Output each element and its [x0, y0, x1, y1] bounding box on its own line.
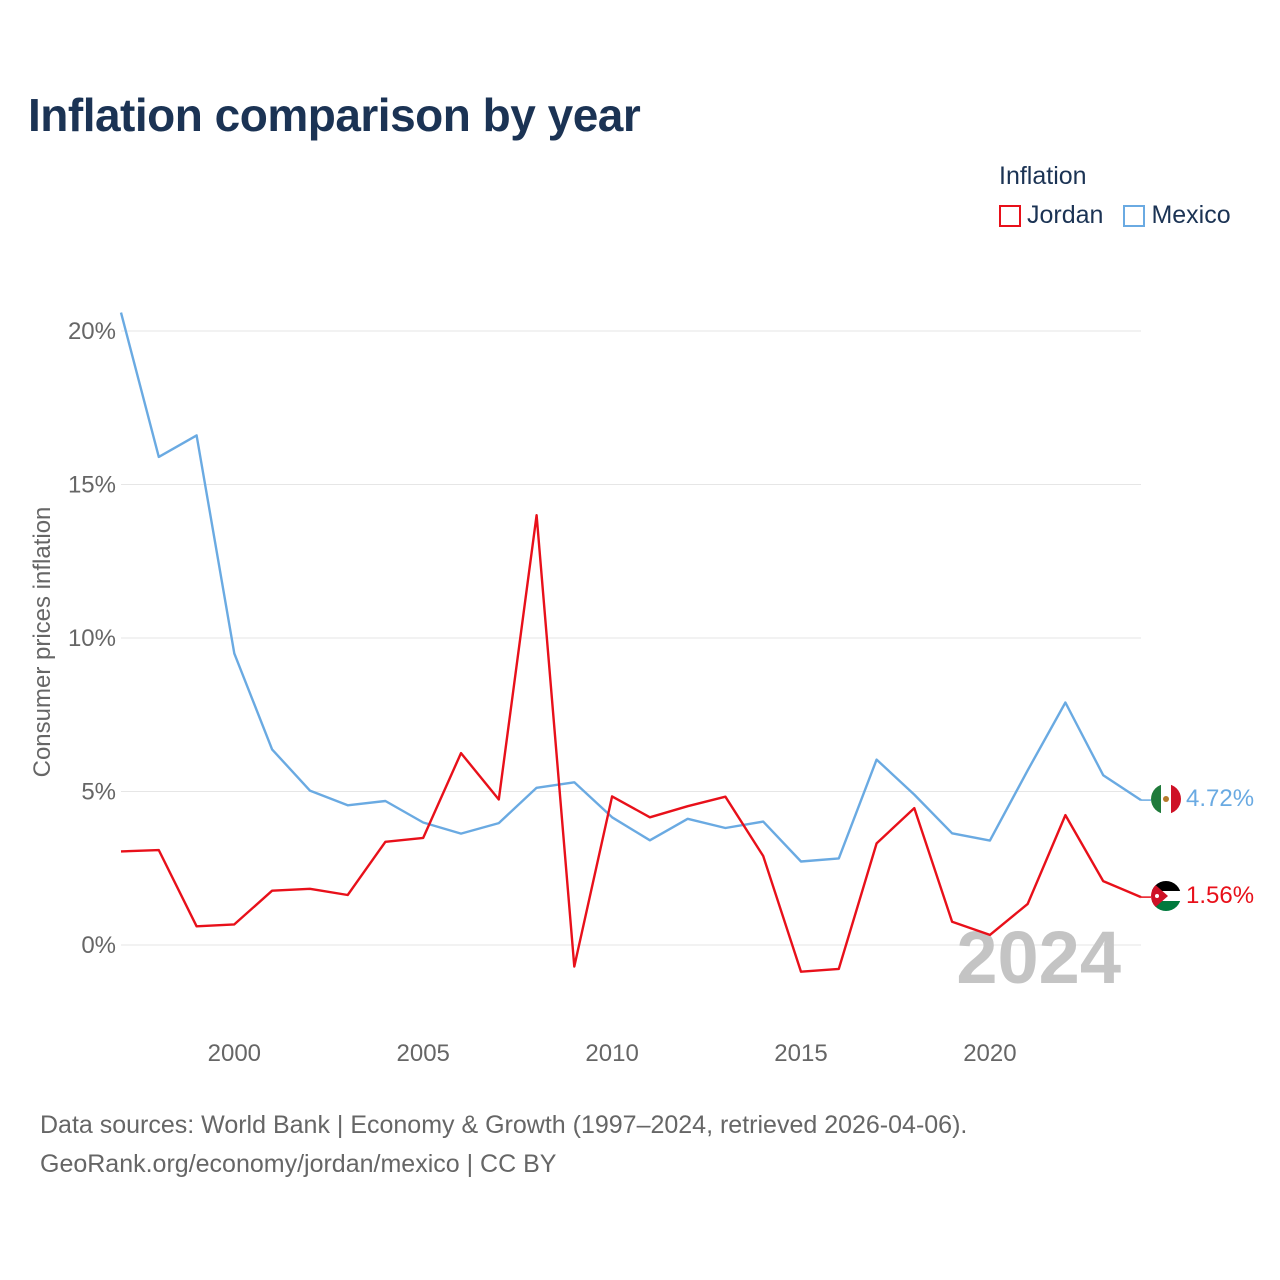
end-value-mexico: 4.72% [1186, 785, 1254, 812]
x-tick-label: 2000 [208, 1040, 261, 1067]
y-axis-ticks: 0% 5% 10% 15% 20% [68, 318, 116, 959]
footer-line-sources: Data sources: World Bank | Economy & Gro… [40, 1111, 968, 1139]
year-watermark: 2024 [956, 916, 1121, 999]
x-tick-label: 2015 [774, 1040, 827, 1067]
end-value-jordan: 1.56% [1186, 882, 1254, 909]
mexico-flag-icon [1151, 784, 1181, 814]
legend-item-jordan[interactable]: Jordan [999, 201, 1103, 230]
series-line-jordan[interactable] [120, 514, 1142, 973]
x-tick-label: 2010 [585, 1040, 638, 1067]
y-tick-label: 15% [68, 472, 116, 499]
y-tick-label: 0% [81, 932, 116, 959]
footer-sources: Data sources: World Bank | Economy & Gro… [40, 1106, 967, 1184]
legend-label-mexico: Mexico [1151, 201, 1231, 229]
y-tick-label: 10% [68, 625, 116, 652]
x-tick-label: 2005 [397, 1040, 450, 1067]
legend-swatch-mexico [1123, 204, 1146, 227]
y-axis-label: Consumer prices inflation [29, 507, 56, 778]
y-tick-label: 20% [68, 318, 116, 345]
legend-title: Inflation [999, 162, 1087, 190]
page-title: Inflation comparison by year [28, 89, 641, 141]
series-line-mexico[interactable] [119, 312, 1142, 863]
legend-item-mexico[interactable]: Mexico [1123, 201, 1231, 230]
legend-swatch-jordan [999, 204, 1021, 227]
legend-label-jordan: Jordan [1027, 201, 1104, 229]
legend-items: Jordan Mexico [999, 201, 1231, 230]
grid-lines [121, 330, 1141, 946]
x-tick-label: 2020 [963, 1040, 1016, 1067]
footer-line-credit[interactable]: GeoRank.org/economy/jordan/mexico | CC B… [40, 1150, 557, 1178]
legend: Inflation Jordan Mexico [999, 162, 1231, 230]
y-tick-label: 5% [81, 779, 116, 806]
jordan-flag-icon [1151, 881, 1181, 911]
x-axis-ticks: 2000 2005 2010 2015 2020 [208, 1040, 1017, 1067]
